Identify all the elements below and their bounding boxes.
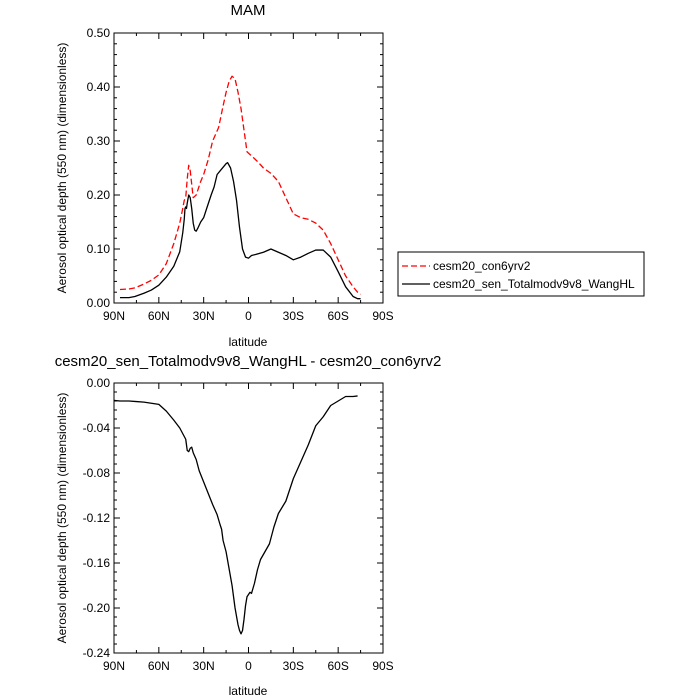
top-x-tick-label: 90N — [103, 309, 125, 323]
top-y-tick-label: 0.30 — [87, 134, 111, 148]
legend-box — [397, 251, 645, 297]
bottom-x-tick-label: 30N — [193, 659, 215, 673]
top-y-axis-label: Aerosol optical depth (550 nm) (dimensio… — [55, 43, 69, 294]
bottom-series-line-0 — [113, 395, 358, 635]
bottom-x-tick-label: 90N — [103, 659, 125, 673]
top-series-line-1 — [119, 161, 361, 300]
top-y-tick-label: 0.40 — [87, 80, 111, 94]
bottom-x-tick-label: 90S — [372, 659, 393, 673]
top-chart: 90N 60N 30N 0 30S 60S 90S 0.00 0.10 0.20 0.30 0.40 0… — [87, 26, 394, 323]
legend-label-con6yrv2: cesm20_con6yrv2 — [433, 259, 531, 273]
top-x-tick-label: 30N — [193, 309, 215, 323]
top-y-tick-label: 0.00 — [87, 296, 111, 310]
top-y-tick-label: 0.10 — [87, 242, 111, 256]
bottom-y-tick-label: -0.20 — [83, 601, 111, 615]
bottom-chart-title: cesm20_sen_Totalmodv9v8_WangHL - cesm20_… — [55, 353, 442, 370]
bottom-chart: 90N 60N 30N 0 30S 60S 90S -0.24 -0.20 -0.16 -0.12 -… — [83, 376, 394, 673]
bottom-y-tick-label: -0.12 — [83, 511, 111, 525]
legend: cesm20_con6yrv2 cesm20_sen_Totalmodv9v8_… — [397, 251, 645, 297]
bottom-x-tick-label: 60N — [148, 659, 170, 673]
bottom-x-tick-label: 60S — [327, 659, 348, 673]
top-x-tick-label: 60N — [148, 309, 170, 323]
top-x-tick-label: 90S — [372, 309, 393, 323]
top-chart-title: MAM — [231, 2, 266, 19]
bottom-x-tick-label: 0 — [245, 659, 252, 673]
bottom-plot-frame — [113, 382, 384, 654]
top-x-tick-label: 0 — [245, 309, 252, 323]
top-x-tick-label: 60S — [327, 309, 348, 323]
bottom-y-tick-label: -0.04 — [83, 421, 111, 435]
top-y-tick-label: 0.50 — [87, 26, 111, 40]
bottom-y-axis-label: Aerosol optical depth (550 nm) (dimensio… — [55, 393, 69, 644]
bottom-y-tick-label: -0.16 — [83, 556, 111, 570]
top-series-line-0 — [119, 75, 361, 295]
legend-label-wanghl: cesm20_sen_Totalmodv9v8_WangHL — [433, 277, 635, 291]
bottom-y-tick-label: -0.08 — [83, 466, 111, 480]
top-x-tick-label: 30S — [283, 309, 304, 323]
bottom-y-tick-label: -0.24 — [83, 646, 111, 660]
top-plot-frame — [113, 32, 384, 304]
top-y-tick-label: 0.20 — [87, 188, 111, 202]
bottom-x-tick-label: 30S — [283, 659, 304, 673]
bottom-x-axis-label: latitude — [229, 684, 268, 698]
bottom-y-tick-label: 0.00 — [87, 376, 111, 390]
top-x-axis-label: latitude — [229, 335, 268, 349]
